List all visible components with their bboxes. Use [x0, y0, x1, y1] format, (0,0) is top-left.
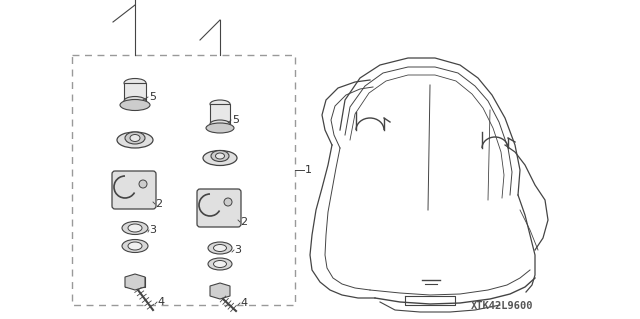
- Text: 1: 1: [305, 165, 312, 175]
- Ellipse shape: [128, 224, 142, 232]
- Circle shape: [139, 180, 147, 188]
- Ellipse shape: [214, 244, 227, 251]
- Ellipse shape: [125, 132, 145, 144]
- Ellipse shape: [130, 135, 140, 142]
- Bar: [72, 55, 295, 305]
- Text: 4: 4: [157, 297, 164, 307]
- Polygon shape: [210, 283, 230, 299]
- Text: 4: 4: [240, 298, 247, 308]
- Text: 5: 5: [149, 92, 156, 102]
- Ellipse shape: [206, 123, 234, 133]
- Ellipse shape: [210, 100, 230, 108]
- Polygon shape: [125, 274, 145, 290]
- Text: 2: 2: [155, 199, 162, 209]
- Circle shape: [224, 198, 232, 206]
- Ellipse shape: [117, 132, 153, 148]
- Text: 3: 3: [149, 225, 156, 235]
- Ellipse shape: [128, 242, 142, 250]
- Ellipse shape: [208, 258, 232, 270]
- FancyBboxPatch shape: [197, 189, 241, 227]
- Ellipse shape: [124, 78, 146, 87]
- Text: 2: 2: [240, 217, 247, 227]
- Text: 3: 3: [234, 245, 241, 255]
- Ellipse shape: [210, 120, 230, 128]
- Text: XTK42L9600: XTK42L9600: [470, 301, 533, 311]
- Ellipse shape: [120, 100, 150, 110]
- Text: 5: 5: [232, 115, 239, 125]
- Bar: [210, 104, 230, 124]
- Ellipse shape: [124, 97, 146, 106]
- Ellipse shape: [122, 240, 148, 253]
- Ellipse shape: [203, 151, 237, 166]
- Ellipse shape: [211, 151, 229, 161]
- Bar: [125, 277, 145, 287]
- Ellipse shape: [208, 242, 232, 254]
- Ellipse shape: [216, 153, 225, 159]
- Ellipse shape: [214, 261, 227, 268]
- Ellipse shape: [122, 221, 148, 234]
- Bar: [124, 83, 146, 101]
- FancyBboxPatch shape: [112, 171, 156, 209]
